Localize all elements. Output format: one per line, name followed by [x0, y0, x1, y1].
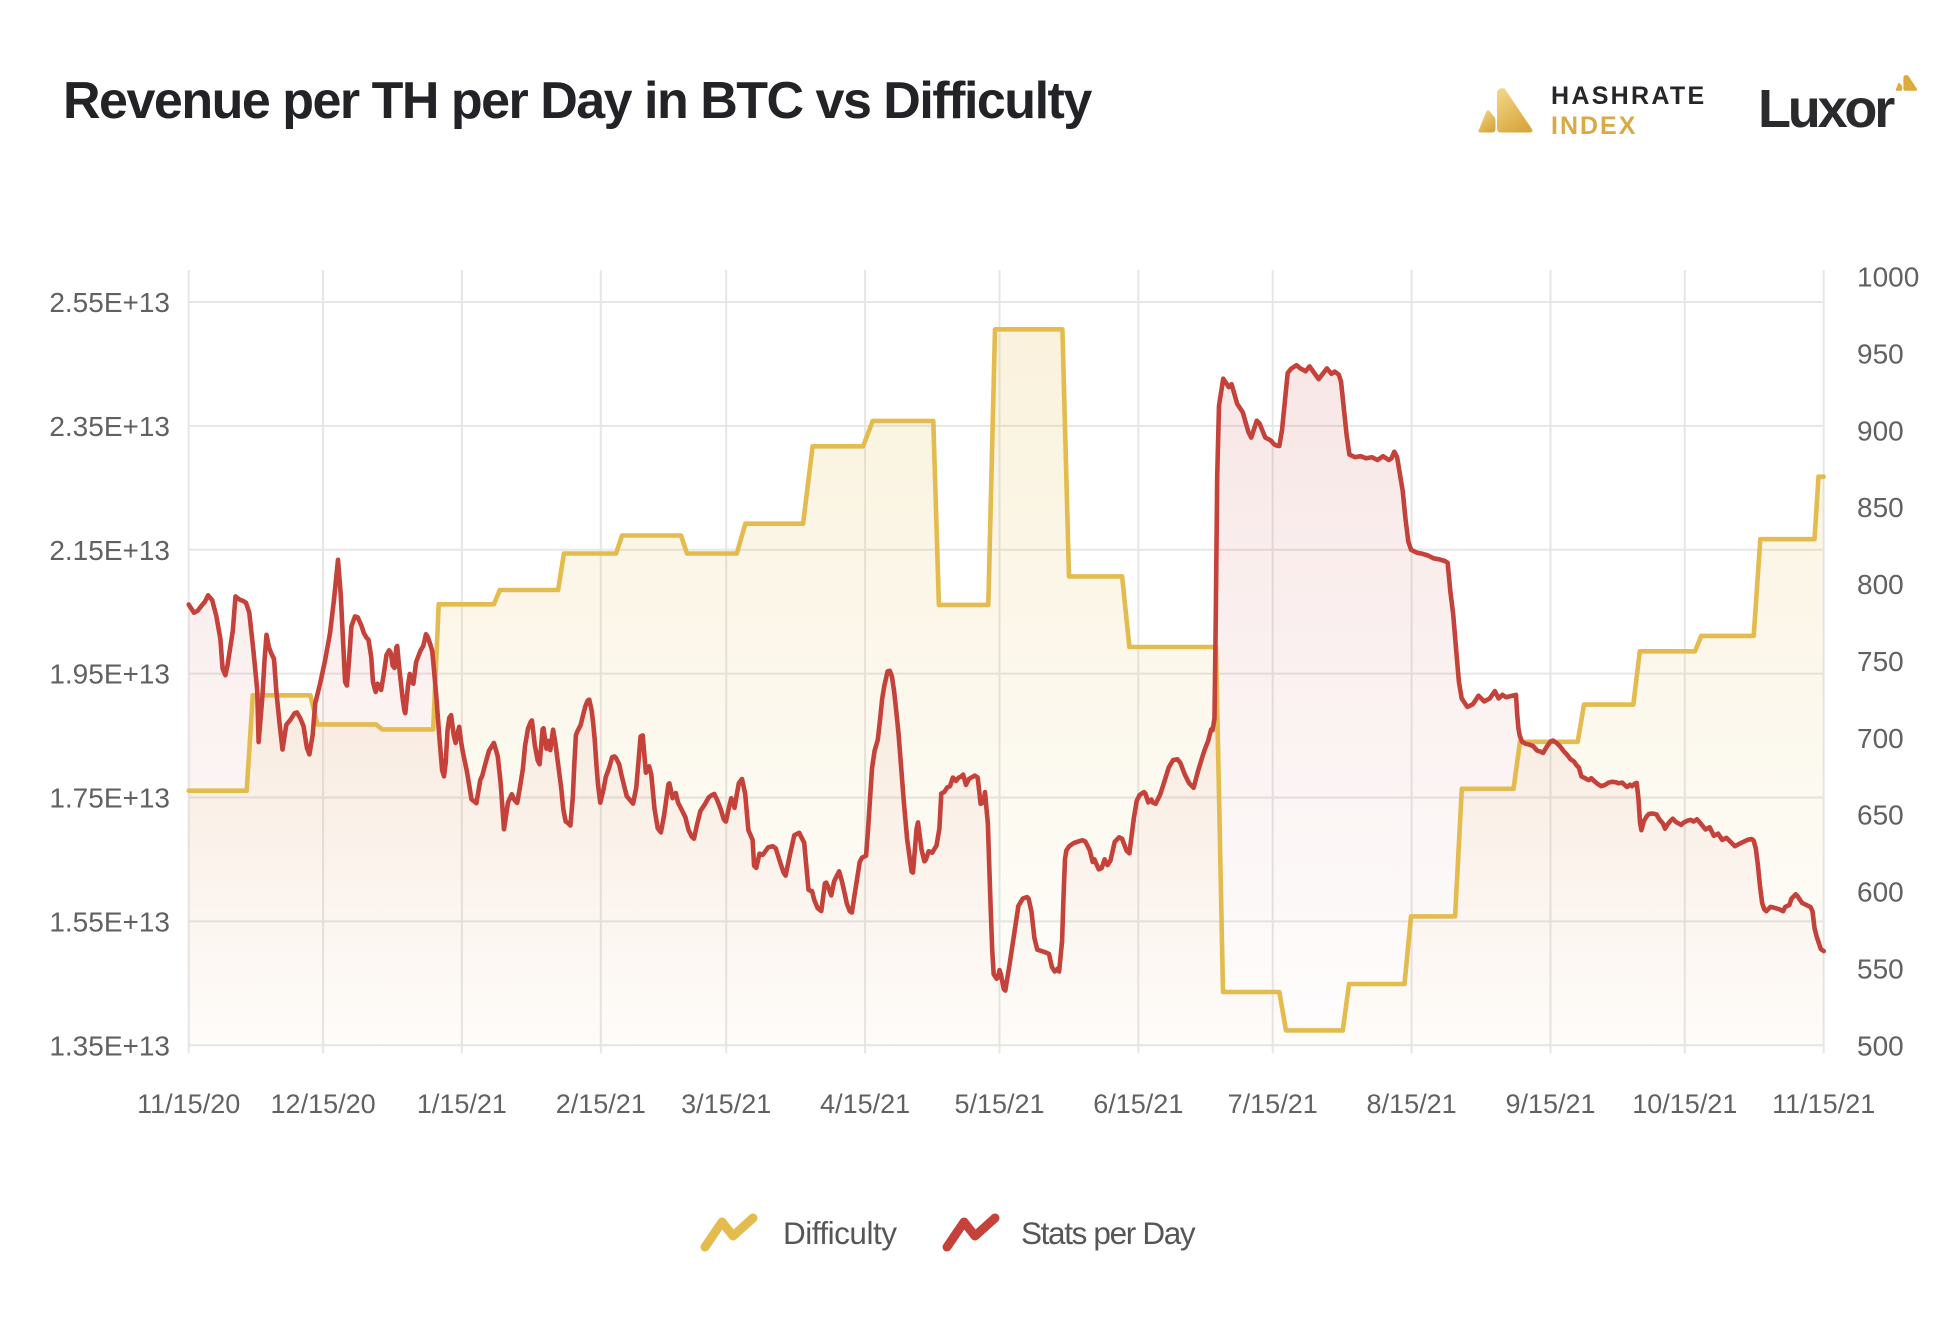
svg-text:5/15/21: 5/15/21 [954, 1089, 1044, 1119]
svg-text:2.55E+13: 2.55E+13 [49, 287, 170, 318]
svg-text:650: 650 [1857, 800, 1904, 831]
svg-text:3/15/21: 3/15/21 [681, 1089, 771, 1119]
svg-text:850: 850 [1857, 492, 1904, 523]
svg-text:1.95E+13: 1.95E+13 [49, 659, 170, 690]
svg-text:4/15/21: 4/15/21 [820, 1089, 910, 1119]
svg-text:550: 550 [1857, 953, 1904, 984]
svg-text:1.55E+13: 1.55E+13 [49, 906, 170, 937]
svg-text:7/15/21: 7/15/21 [1228, 1089, 1318, 1119]
svg-text:Luxor: Luxor [1758, 79, 1895, 139]
svg-text:12/15/20: 12/15/20 [271, 1089, 376, 1119]
svg-text:750: 750 [1857, 646, 1904, 677]
svg-text:HASHRATE: HASHRATE [1551, 82, 1706, 110]
svg-text:INDEX: INDEX [1551, 112, 1637, 140]
svg-text:11/15/20: 11/15/20 [137, 1089, 240, 1119]
svg-text:Revenue per TH per Day in BTC: Revenue per TH per Day in BTC vs Difficu… [63, 72, 1092, 130]
svg-text:1000: 1000 [1857, 262, 1919, 293]
svg-text:2/15/21: 2/15/21 [556, 1089, 646, 1119]
svg-text:10/15/21: 10/15/21 [1632, 1089, 1737, 1119]
svg-text:11/15/21: 11/15/21 [1772, 1089, 1875, 1119]
svg-text:1.35E+13: 1.35E+13 [49, 1030, 170, 1061]
svg-text:950: 950 [1857, 339, 1904, 370]
svg-text:Stats per Day: Stats per Day [1021, 1215, 1196, 1251]
svg-text:9/15/21: 9/15/21 [1505, 1089, 1595, 1119]
svg-text:2.15E+13: 2.15E+13 [49, 535, 170, 566]
svg-text:600: 600 [1857, 877, 1904, 908]
svg-text:2.35E+13: 2.35E+13 [49, 411, 170, 442]
svg-text:900: 900 [1857, 415, 1904, 446]
svg-text:Difficulty: Difficulty [783, 1215, 897, 1251]
svg-text:8/15/21: 8/15/21 [1367, 1089, 1457, 1119]
svg-text:6/15/21: 6/15/21 [1093, 1089, 1183, 1119]
svg-text:700: 700 [1857, 723, 1904, 754]
svg-text:500: 500 [1857, 1030, 1904, 1061]
svg-text:1.75E+13: 1.75E+13 [49, 783, 170, 814]
svg-text:800: 800 [1857, 569, 1904, 600]
svg-text:1/15/21: 1/15/21 [417, 1089, 507, 1119]
